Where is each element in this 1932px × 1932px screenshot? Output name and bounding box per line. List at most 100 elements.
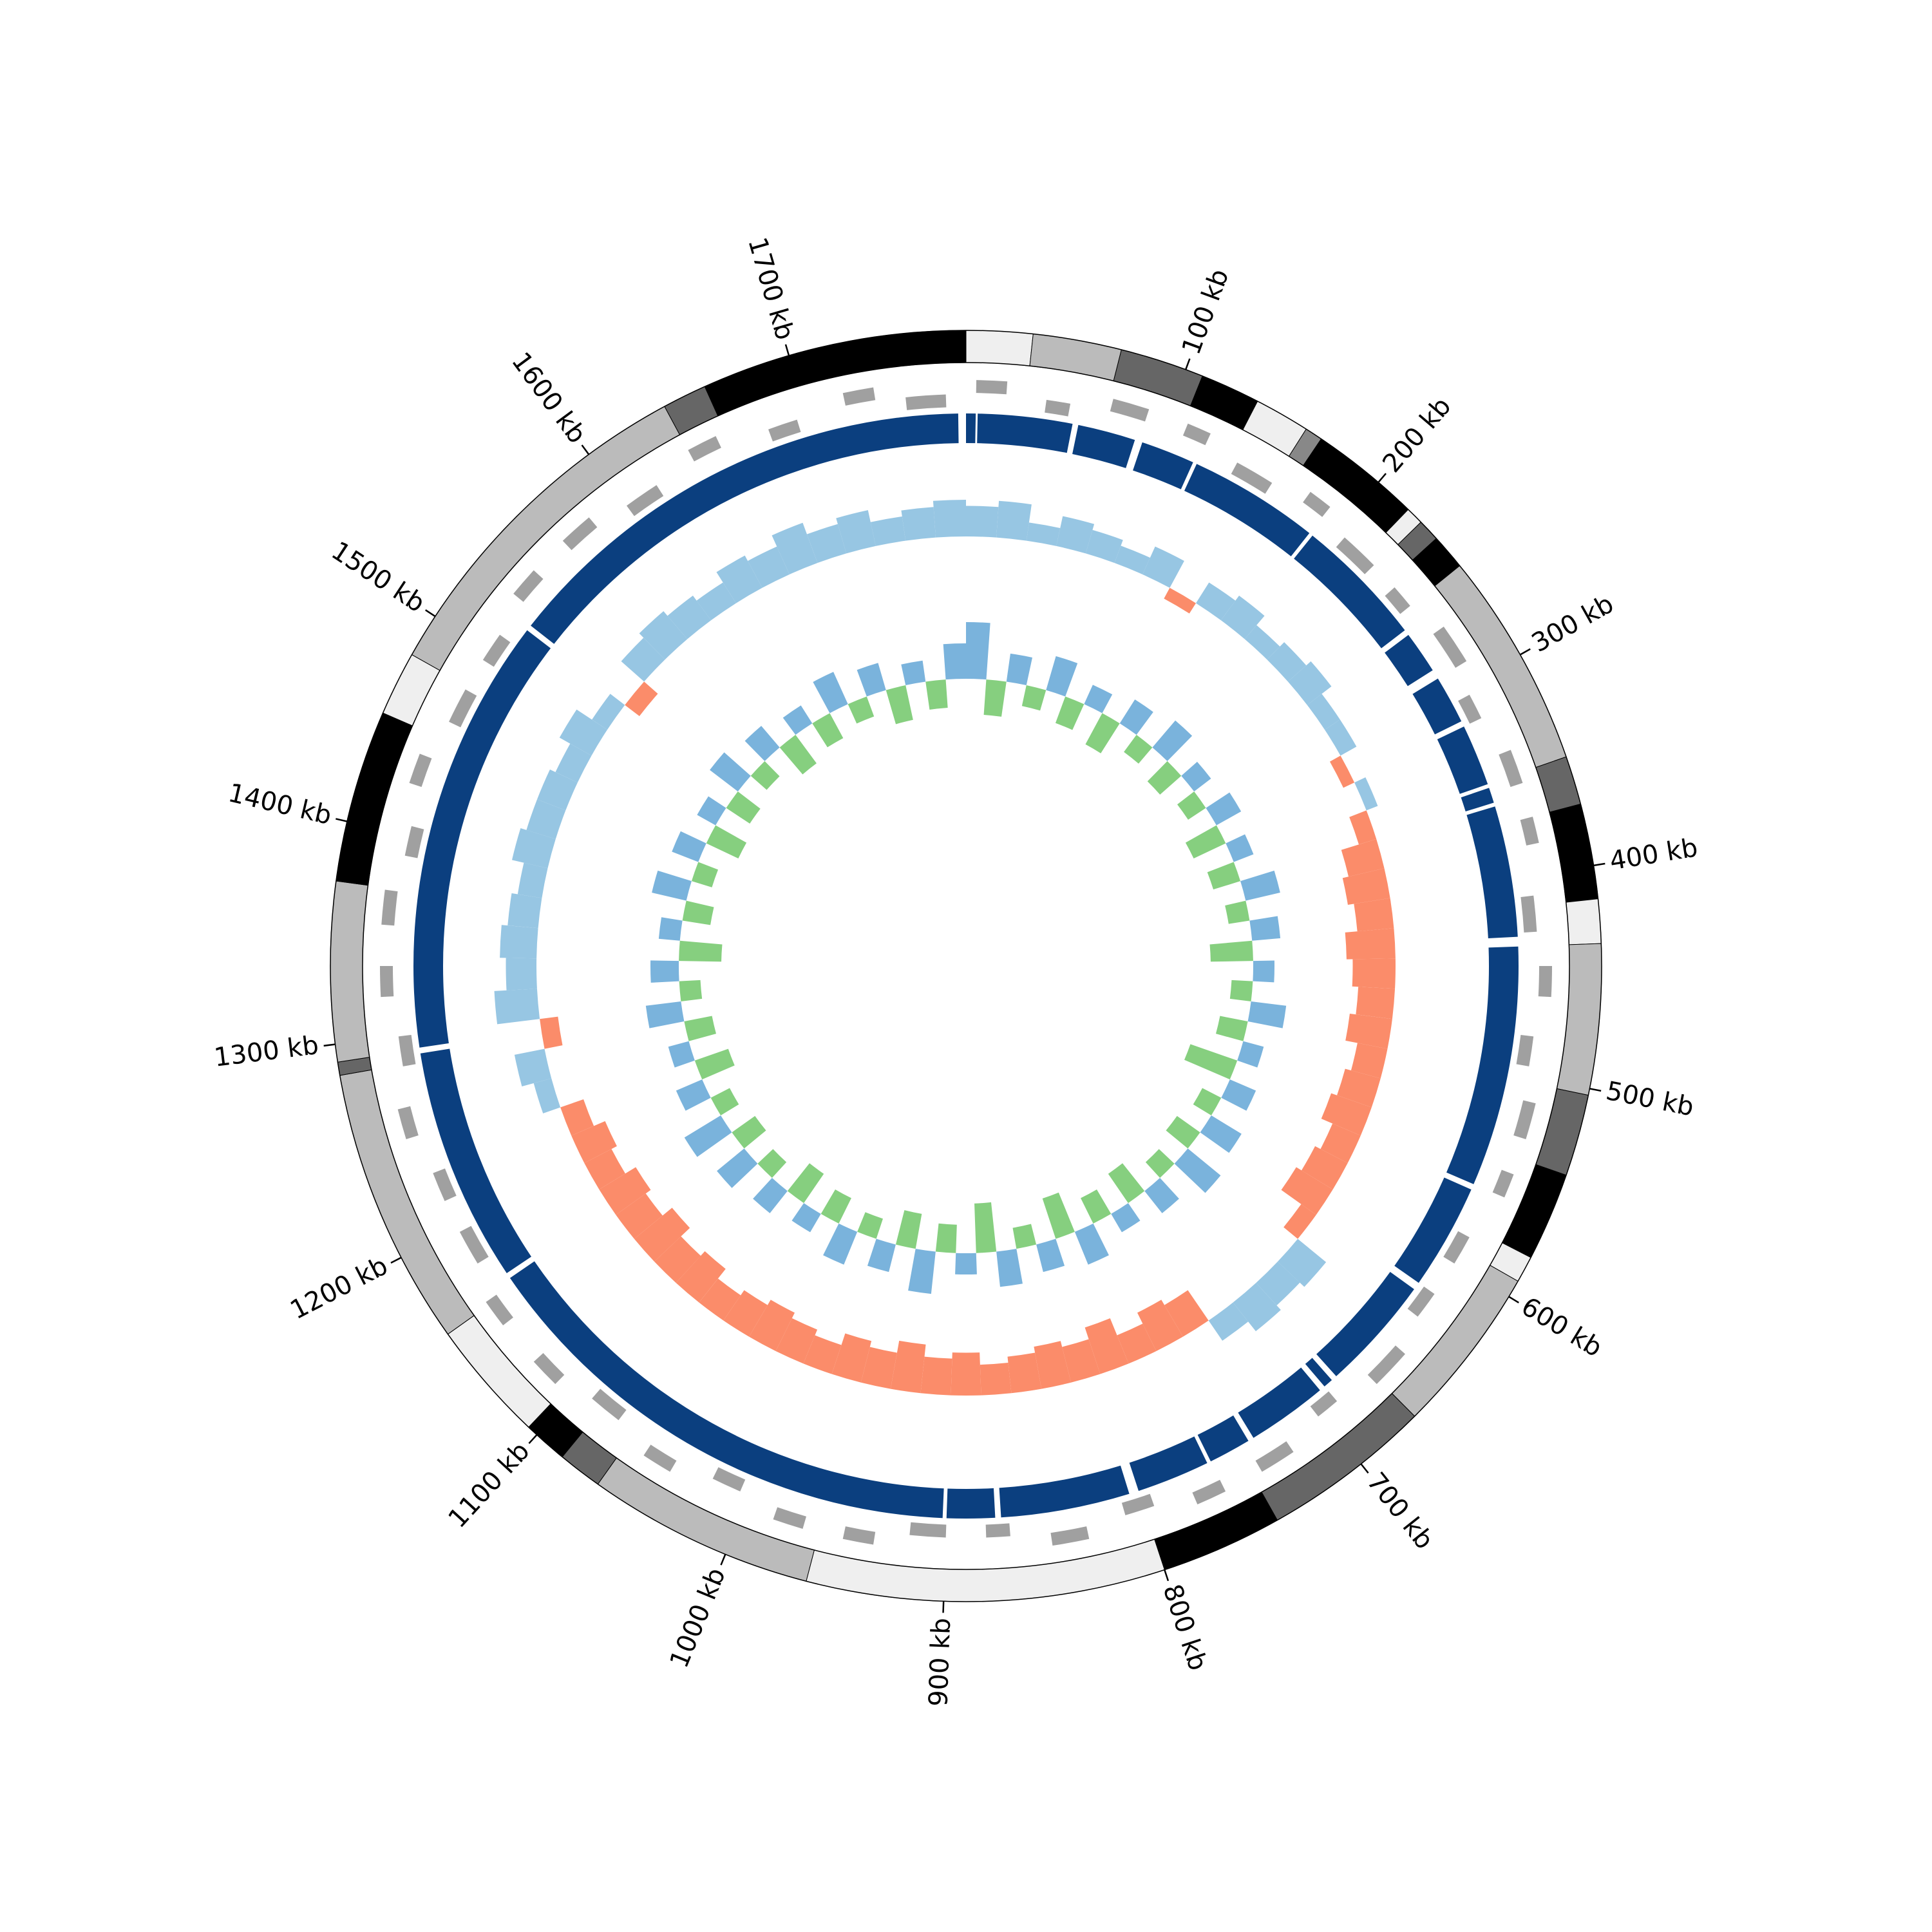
contig: [1238, 1367, 1320, 1438]
gc-content-bar: [1301, 1146, 1348, 1189]
gc-skew-bar: [679, 940, 723, 962]
gc-skew-bar: [1147, 761, 1182, 795]
tick-label: 600 kb: [1516, 1292, 1607, 1363]
gc-content-bar: [1345, 1014, 1392, 1049]
gc-content-bar: [560, 1099, 594, 1136]
gc-content-bar: [500, 925, 538, 959]
gc-content-bar: [1337, 1068, 1381, 1108]
gc-skew-bar: [676, 1079, 711, 1111]
gc-content-bar: [803, 1335, 842, 1374]
tick-label: 1100 kb: [442, 1436, 535, 1533]
karyotype-block: [1154, 1492, 1278, 1571]
gc-content-bar: [1208, 1302, 1249, 1341]
gene: [1303, 491, 1331, 517]
gc-skew-bar: [668, 1041, 695, 1068]
gc-skew-bar: [1226, 834, 1254, 862]
gene: [592, 1388, 627, 1421]
tick-label: 300 kb: [1527, 589, 1619, 659]
gc-content-bar: [1354, 777, 1378, 811]
gc-content-bar: [996, 500, 1032, 541]
tick-label: 200 kb: [1377, 392, 1457, 478]
tick-label: 1600 kb: [506, 347, 592, 450]
contig: [946, 1488, 996, 1519]
tick-label: 1500 kb: [326, 536, 430, 618]
gene: [1433, 626, 1467, 668]
gc-skew-bar: [710, 1088, 739, 1116]
gc-content-bar: [1026, 522, 1061, 546]
gene: [1492, 1170, 1514, 1198]
gc-skew-bar: [750, 761, 780, 790]
tick-mark: [1360, 1463, 1369, 1474]
gc-skew-bar: [757, 1149, 787, 1178]
ring-outline: [362, 362, 1570, 1570]
gc-content-bar: [806, 524, 847, 564]
gc-content-bar: [1164, 587, 1196, 614]
gc-content-bar: [1341, 838, 1385, 877]
karyotype-block: [1566, 898, 1602, 945]
gc-content-bar: [571, 1121, 617, 1163]
contig: [420, 1048, 532, 1273]
tick-mark: [323, 1043, 336, 1047]
gc-content-bar: [980, 1363, 1012, 1396]
gene: [1182, 423, 1211, 446]
gc-content-bar: [621, 638, 665, 682]
karyotype-block: [965, 330, 1034, 366]
gc-content-bar: [1195, 582, 1236, 621]
gc-skew-bar: [706, 825, 747, 859]
gc-skew-bar: [820, 1189, 851, 1224]
contig: [999, 1465, 1130, 1518]
gene: [909, 1522, 947, 1538]
gene: [397, 1106, 419, 1139]
gc-content-bar: [1342, 868, 1390, 905]
tick-mark: [425, 609, 436, 618]
gc-content-bar: [831, 1333, 872, 1383]
gene: [1192, 1479, 1226, 1505]
gene: [643, 1444, 677, 1472]
gc-content-bar: [890, 1340, 926, 1394]
karyotype-block: [447, 1315, 551, 1428]
karyotype-block: [1549, 803, 1599, 903]
contig: [531, 413, 959, 644]
gene: [1458, 694, 1482, 724]
gc-skew-bar: [679, 980, 703, 1001]
gc-skew-bar: [650, 960, 679, 983]
tick-mark: [390, 1256, 402, 1264]
gc-content-bar: [540, 1016, 563, 1049]
gc-skew-bar: [857, 1212, 883, 1239]
karyotype-block: [1029, 333, 1122, 382]
tick-label: 1200 kb: [285, 1251, 392, 1325]
gc-skew-bar: [684, 1016, 717, 1041]
karyotype-block: [1535, 756, 1582, 813]
gc-content-bar: [1142, 546, 1184, 588]
gc-content-bar: [584, 1149, 625, 1189]
gc-content-bar: [699, 1278, 741, 1321]
gene: [562, 517, 598, 551]
gc-content-bar: [1349, 810, 1377, 845]
gc-skew-bar: [1240, 870, 1280, 901]
gc-content-bar: [966, 506, 999, 538]
gc-skew-bar: [867, 1238, 896, 1273]
gc-skew-bar: [1166, 1115, 1200, 1149]
gc-content-bar: [599, 1167, 651, 1215]
gene: [1513, 1100, 1536, 1139]
gc-content-bar: [511, 828, 556, 869]
contig: [1184, 464, 1310, 556]
gc-content-bar: [775, 1318, 818, 1364]
gc-content-bar: [696, 582, 737, 621]
gc-content-bar: [1114, 545, 1150, 574]
karyotype-block: [1113, 349, 1203, 406]
tick-label: 1300 kb: [213, 1030, 321, 1073]
karyotype-block: [1556, 943, 1602, 1096]
gene: [976, 380, 1008, 395]
contig: [966, 413, 976, 444]
gc-skew-bar: [726, 791, 761, 824]
gc-skew-bar: [779, 735, 817, 775]
gc-skew-bar: [1119, 699, 1153, 735]
gc-skew-bar: [857, 663, 886, 697]
gc-skew-bar: [1111, 1203, 1141, 1233]
gene: [1336, 537, 1374, 574]
gc-content-bar: [625, 681, 658, 717]
gc-skew-bar: [886, 685, 913, 724]
gc-content-bar: [555, 743, 592, 783]
gene: [1516, 1034, 1534, 1066]
